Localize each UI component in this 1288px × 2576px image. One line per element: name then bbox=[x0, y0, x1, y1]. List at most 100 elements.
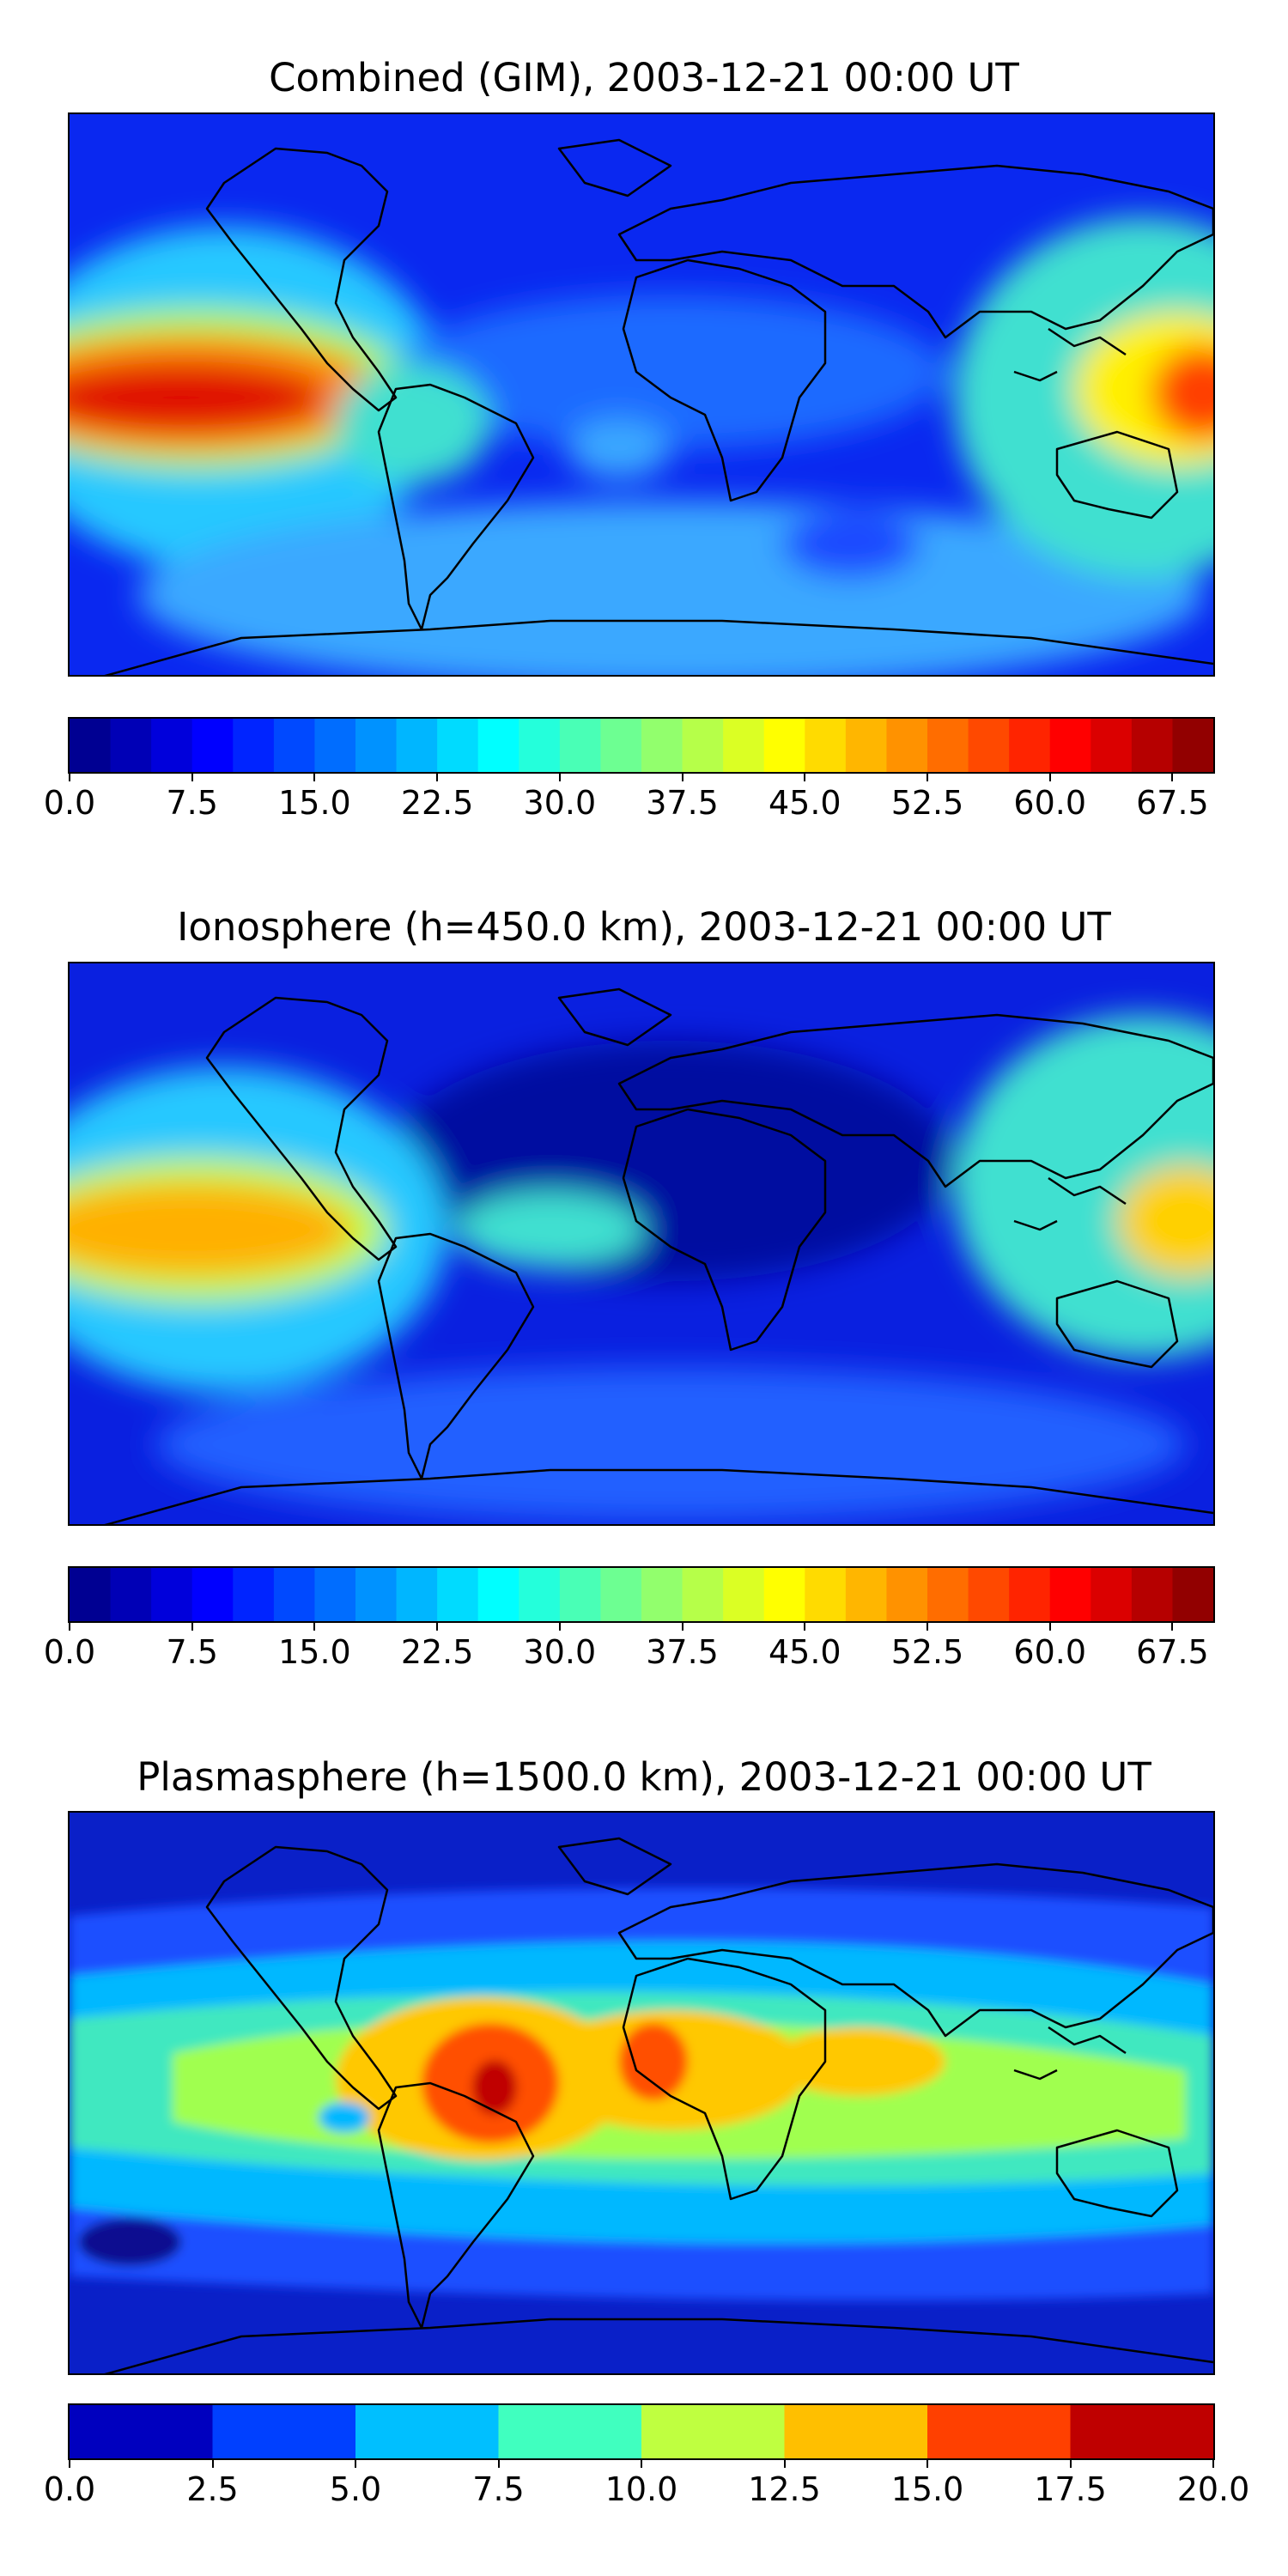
colorbar-level-swatch bbox=[1172, 719, 1213, 772]
colorbar-tick bbox=[191, 1623, 193, 1631]
colorbar-tick-label: 67.5 bbox=[1136, 1633, 1209, 1671]
colorbar-tick bbox=[313, 774, 316, 781]
colorbar-level-swatch bbox=[1131, 719, 1174, 772]
colorbar-level-swatch bbox=[968, 719, 1010, 772]
colorbar-tick-label: 30.0 bbox=[523, 784, 597, 822]
colorbar-level-swatch bbox=[70, 719, 112, 772]
colorbar-tick-label: 52.5 bbox=[890, 784, 964, 822]
colorbar-level-swatch bbox=[70, 2405, 214, 2458]
colorbar-level-swatch bbox=[784, 2405, 928, 2458]
colorbar-level-swatch bbox=[498, 2405, 642, 2458]
colorbar-tick bbox=[69, 2460, 70, 2468]
colorbar-level-swatch bbox=[233, 1568, 275, 1621]
colorbar-combined bbox=[68, 717, 1215, 774]
colorbar-tick-label: 37.5 bbox=[646, 784, 719, 822]
colorbar-level-swatch bbox=[233, 719, 275, 772]
colorbar-level-swatch bbox=[1172, 1568, 1213, 1621]
colorbar-level-swatch bbox=[151, 1568, 193, 1621]
map-plasmasphere bbox=[68, 1811, 1215, 2375]
colorbar-tick bbox=[927, 1623, 928, 1631]
colorbar-tick bbox=[69, 774, 70, 781]
colorbar-level-swatch bbox=[1091, 1568, 1133, 1621]
colorbar-level-swatch bbox=[1009, 719, 1051, 772]
colorbar-level-swatch bbox=[559, 1568, 602, 1621]
colorbar-tick-label: 7.5 bbox=[166, 784, 218, 822]
colorbar-tick-label: 7.5 bbox=[166, 1633, 218, 1671]
colorbar-level-swatch bbox=[600, 1568, 642, 1621]
colorbar-tick bbox=[1069, 2460, 1072, 2468]
colorbar-tick bbox=[497, 2460, 500, 2468]
map-combined bbox=[68, 112, 1215, 677]
colorbar-level-swatch bbox=[355, 2405, 500, 2458]
colorbar-level-swatch bbox=[723, 719, 765, 772]
colorbar-level-swatch bbox=[805, 1568, 847, 1621]
colorbar-tick-label: 22.5 bbox=[400, 784, 474, 822]
colorbar-level-swatch bbox=[886, 719, 928, 772]
colorbar-level-swatch bbox=[927, 2405, 1072, 2458]
colorbar-tick-label: 45.0 bbox=[768, 784, 841, 822]
colorbar-level-swatch bbox=[110, 1568, 152, 1621]
colorbar-tick-label: 0.0 bbox=[43, 1633, 96, 1671]
colorbar-tick bbox=[191, 774, 193, 781]
colorbar-level-swatch bbox=[927, 1568, 969, 1621]
colorbar-tick bbox=[558, 774, 561, 781]
colorbar-level-swatch bbox=[273, 719, 316, 772]
colorbar-level-swatch bbox=[519, 719, 561, 772]
colorbar-tick-label: 67.5 bbox=[1136, 784, 1209, 822]
colorbar-level-swatch bbox=[723, 1568, 765, 1621]
colorbar-tick-label: 45.0 bbox=[768, 1633, 841, 1671]
colorbar-level-swatch bbox=[70, 1568, 112, 1621]
colorbar-level-swatch bbox=[927, 719, 969, 772]
colorbar-tick bbox=[804, 1623, 806, 1631]
colorbar-level-swatch bbox=[477, 1568, 519, 1621]
colorbar-tick-label: 22.5 bbox=[400, 1633, 474, 1671]
colorbar-tick bbox=[1171, 774, 1174, 781]
colorbar-level-swatch bbox=[682, 1568, 724, 1621]
colorbar-level-swatch bbox=[559, 719, 602, 772]
colorbar-level-swatch bbox=[437, 719, 479, 772]
colorbar-level-swatch bbox=[641, 719, 683, 772]
colorbar-tick bbox=[69, 1623, 70, 1631]
colorbar-level-swatch bbox=[437, 1568, 479, 1621]
panel-title-plasmasphere: Plasmasphere (h=1500.0 km), 2003-12-21 0… bbox=[137, 1754, 1151, 1800]
colorbar-tick bbox=[804, 774, 806, 781]
colorbar-level-swatch bbox=[763, 719, 805, 772]
colorbar-level-swatch bbox=[314, 719, 356, 772]
colorbar-level-swatch bbox=[355, 1568, 398, 1621]
colorbar-ionosphere bbox=[68, 1566, 1215, 1623]
colorbar-tick bbox=[355, 2460, 356, 2468]
colorbar-level-swatch bbox=[968, 1568, 1010, 1621]
colorbar-tick-label: 20.0 bbox=[1176, 2470, 1250, 2508]
colorbar-level-swatch bbox=[886, 1568, 928, 1621]
colorbar-tick-label: 15.0 bbox=[890, 2470, 964, 2508]
colorbar-tick bbox=[1048, 1623, 1051, 1631]
colorbar-level-swatch bbox=[110, 719, 152, 772]
panel-title-ionosphere: Ionosphere (h=450.0 km), 2003-12-21 00:0… bbox=[177, 904, 1111, 950]
colorbar-level-swatch bbox=[805, 719, 847, 772]
colorbar-level-swatch bbox=[355, 719, 398, 772]
colorbar-tick bbox=[313, 1623, 316, 1631]
colorbar-tick bbox=[211, 2460, 214, 2468]
colorbar-plasmasphere bbox=[68, 2403, 1215, 2460]
colorbar-tick-label: 15.0 bbox=[278, 1633, 351, 1671]
map-ionosphere bbox=[68, 962, 1215, 1526]
colorbar-tick-label: 60.0 bbox=[1013, 1633, 1086, 1671]
colorbar-level-swatch bbox=[763, 1568, 805, 1621]
colorbar-level-swatch bbox=[1070, 2405, 1213, 2458]
colorbar-level-swatch bbox=[1049, 719, 1091, 772]
colorbar-level-swatch bbox=[641, 2405, 786, 2458]
colorbar-tick bbox=[436, 774, 439, 781]
colorbar-level-swatch bbox=[1009, 1568, 1051, 1621]
colorbar-tick-label: 60.0 bbox=[1013, 784, 1086, 822]
colorbar-tick bbox=[1171, 1623, 1174, 1631]
colorbar-level-swatch bbox=[641, 1568, 683, 1621]
colorbar-level-swatch bbox=[600, 719, 642, 772]
colorbar-level-swatch bbox=[396, 1568, 438, 1621]
colorbar-level-swatch bbox=[682, 719, 724, 772]
colorbar-level-swatch bbox=[191, 719, 234, 772]
colorbar-tick-label: 0.0 bbox=[43, 2470, 96, 2508]
colorbar-level-swatch bbox=[212, 2405, 356, 2458]
colorbar-tick-label: 5.0 bbox=[329, 2470, 382, 2508]
colorbar-tick bbox=[558, 1623, 561, 1631]
colorbar-level-swatch bbox=[845, 1568, 888, 1621]
